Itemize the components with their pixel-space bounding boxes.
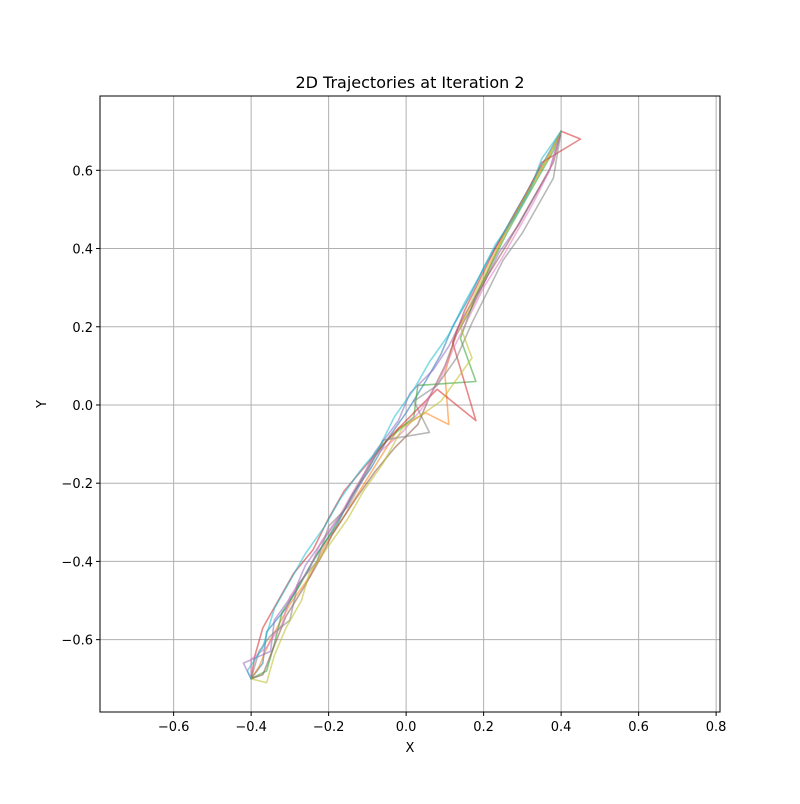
chart-title: 2D Trajectories at Iteration 2: [295, 73, 524, 92]
x-tick-label: 0.4: [551, 720, 572, 735]
y-tick-label: 0.4: [72, 243, 93, 258]
axes-frame: [99, 95, 721, 713]
x-axis-ticks: −0.6 −0.4 −0.2 0.0 0.2 0.4 0.6 0.8: [158, 712, 727, 735]
y-tick-label: 0.2: [72, 321, 93, 336]
trajectory-line: [250, 130, 562, 680]
y-axis-label: Y: [35, 400, 50, 409]
x-tick-label: −0.2: [313, 720, 345, 735]
grid-lines: [100, 96, 720, 712]
y-tick-label: 0.6: [72, 164, 93, 179]
y-tick-label: −0.2: [61, 477, 93, 492]
x-tick-label: −0.6: [158, 720, 190, 735]
y-axis-ticks: −0.6 −0.4 −0.2 0.0 0.2 0.4 0.6: [61, 164, 100, 649]
x-tick-label: −0.4: [235, 720, 267, 735]
y-tick-label: −0.6: [61, 634, 93, 649]
x-axis-label: X: [406, 741, 415, 756]
plot-area: [242, 130, 582, 684]
trajectory-line: [246, 130, 562, 680]
x-tick-label: 0.8: [706, 720, 727, 735]
y-tick-label: 0.0: [72, 399, 93, 414]
trajectory-line: [250, 130, 562, 684]
trajectory-lines: [242, 130, 582, 684]
x-tick-label: 0.2: [473, 720, 494, 735]
x-tick-label: 0.0: [396, 720, 417, 735]
x-tick-label: 0.6: [628, 720, 649, 735]
y-tick-label: −0.4: [61, 555, 93, 570]
trajectory-line: [250, 130, 562, 680]
